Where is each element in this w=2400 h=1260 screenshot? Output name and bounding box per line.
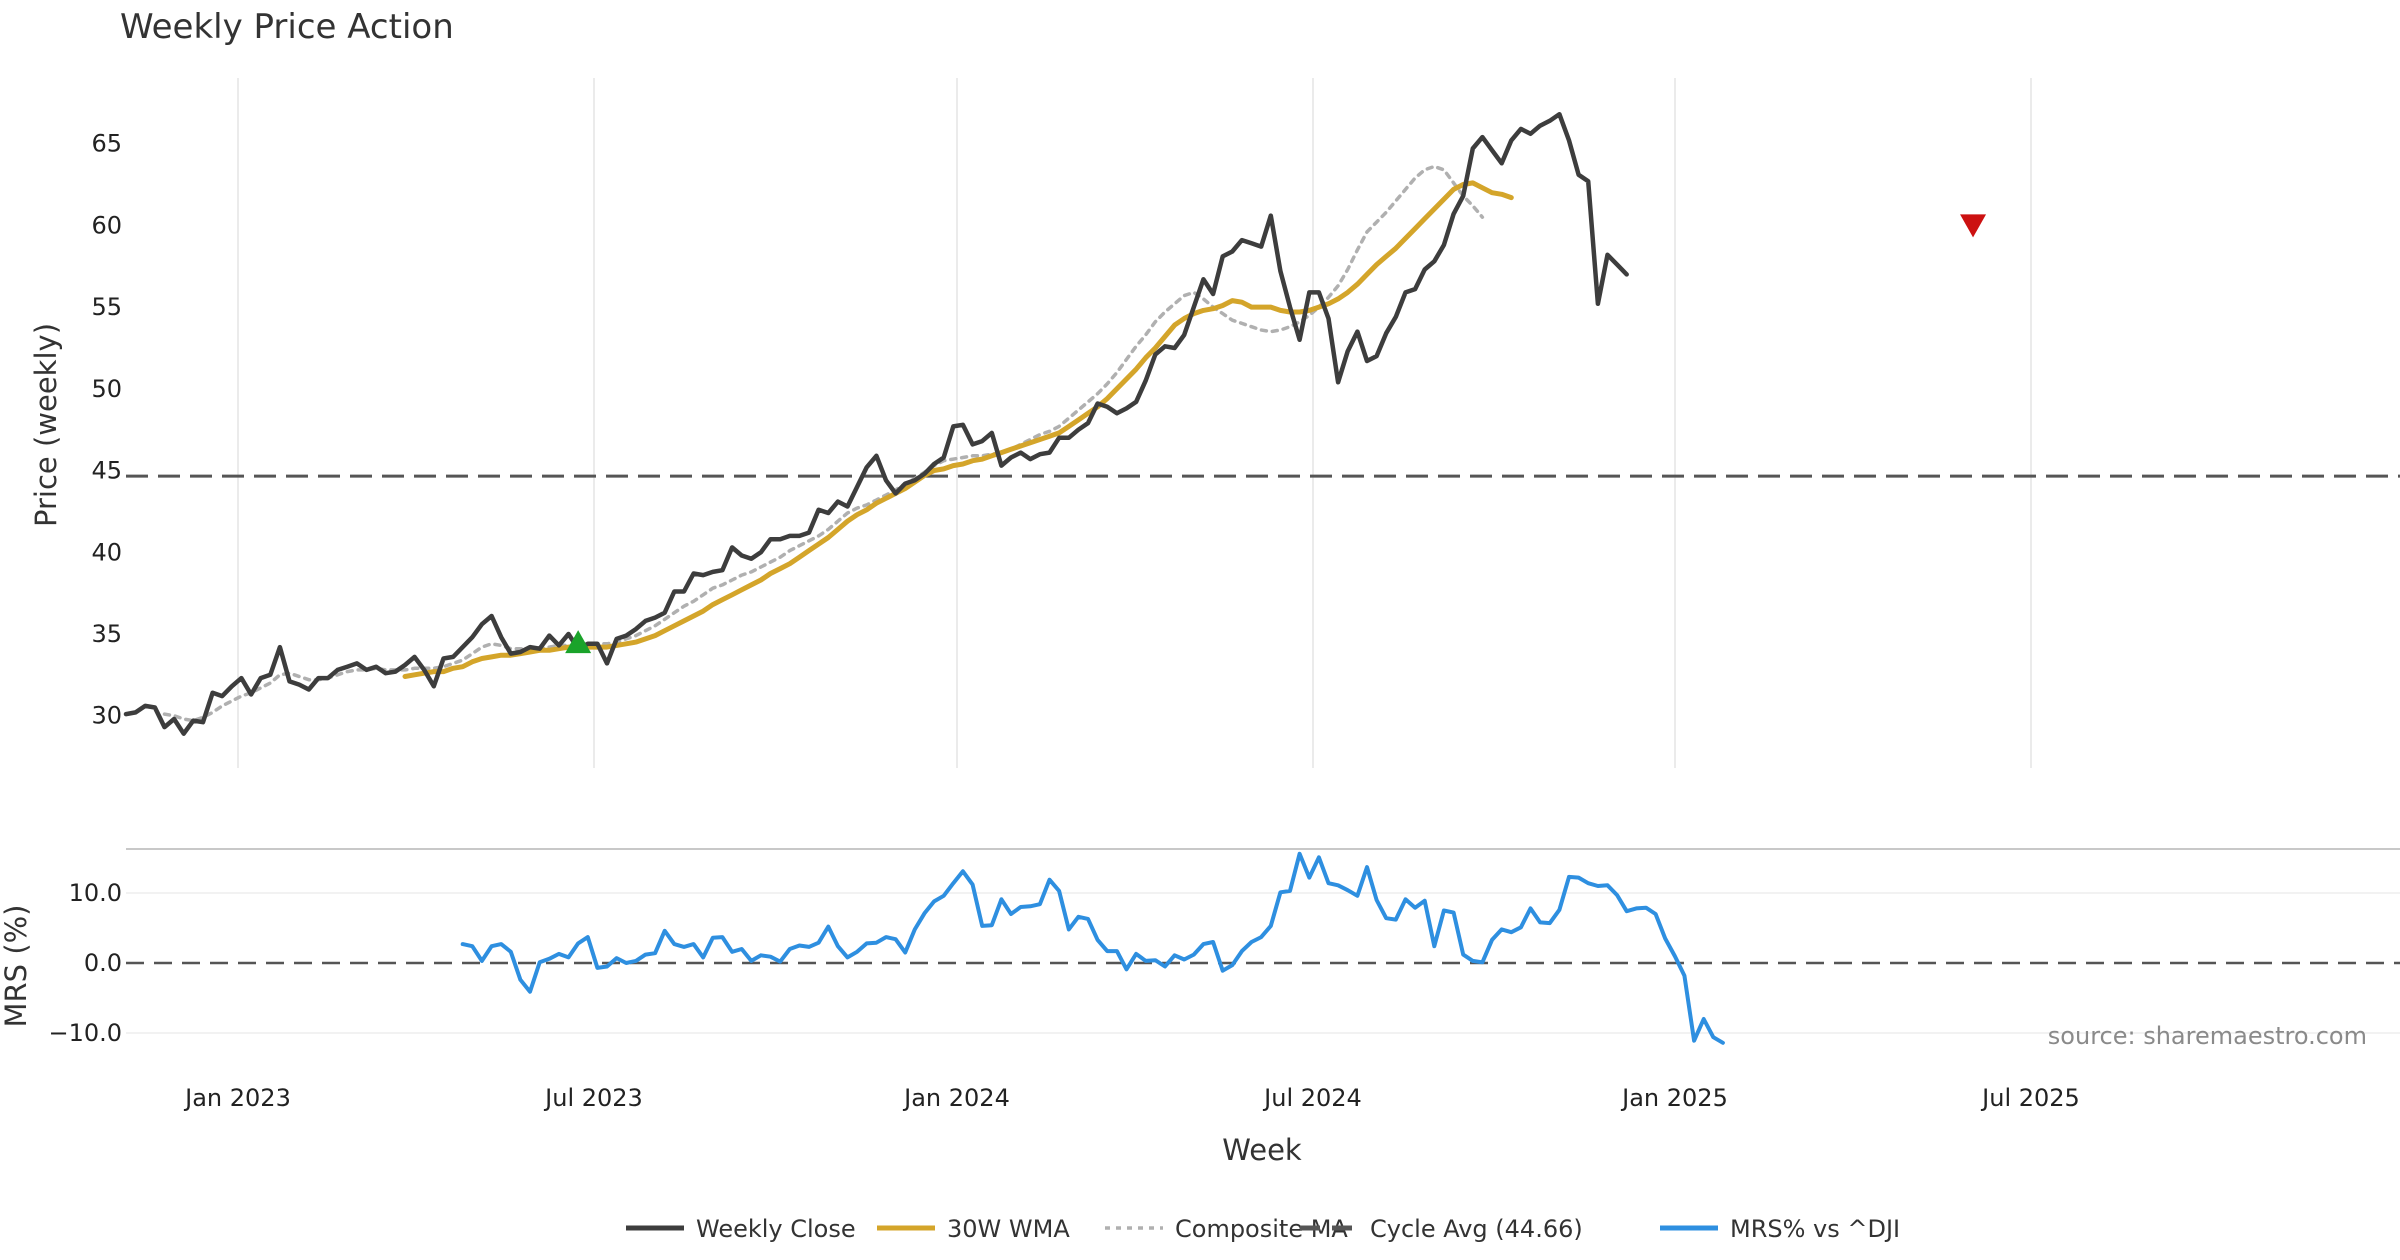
legend-label: Cycle Avg (44.66) [1370,1215,1583,1243]
x-tick-jul-2023: Jul 2023 [543,1084,643,1112]
series-weekly-close [123,111,1629,736]
mrs-y-tick-0: 10.0 [69,879,122,907]
mrs-y-ticks: 10.0 0.0 −10.0 [48,879,122,1047]
mrs-y-tick-2: −10.0 [48,1019,122,1047]
price-y-tick-40: 40 [91,538,122,566]
price-y-tick-55: 55 [91,293,122,321]
signal-markers [565,214,1987,654]
legend-label: Weekly Close [696,1215,856,1243]
chart-title: Weekly Price Action [120,7,454,47]
price-y-tick-50: 50 [91,375,122,403]
legend-item-mrs-vs-dji: MRS% vs ^DJI [1660,1215,1900,1243]
x-axis-label: Week [1222,1133,1302,1167]
mrs-y-tick-1: 0.0 [84,949,122,977]
series-mrs-vs-dji [460,851,1725,1045]
x-tick-jul-2025: Jul 2025 [1980,1084,2080,1112]
price-y-axis-label: Price (weekly) [29,323,63,527]
legend-item-weekly-close: Weekly Close [626,1215,856,1243]
x-ticks: Jan 2023 Jul 2023 Jan 2024 Jul 2024 Jan 2025… [183,1084,2080,1112]
legend-item-cycle-avg-44-66: Cycle Avg (44.66) [1300,1215,1583,1243]
mrs-y-axis-label: MRS (%) [0,905,33,1028]
price-y-ticks: 30 35 40 45 50 55 60 65 [91,130,122,730]
price-y-tick-30: 30 [91,702,122,730]
sell-signal-marker [1960,214,1987,238]
price-y-tick-35: 35 [91,620,122,648]
price-y-tick-65: 65 [91,130,122,158]
series-30w-wma [402,180,1514,679]
price-y-tick-45: 45 [91,457,122,485]
legend-label: Composite MA [1175,1215,1348,1243]
legend-label: 30W WMA [947,1215,1070,1243]
x-tick-jul-2024: Jul 2024 [1262,1084,1362,1112]
series-lines [123,111,1725,1045]
cycle-avg-line [126,474,2400,965]
vertical-gridlines [126,78,2400,1034]
legend-label: MRS% vs ^DJI [1730,1215,1900,1243]
price-y-tick-60: 60 [91,211,122,239]
source-note: source: sharemaestro.com [2048,1022,2367,1050]
buy-signal-marker [565,630,592,654]
legend: Weekly Close 30W WMA Composite MA Cycle Avg… [626,1215,1900,1243]
x-tick-jan-2024: Jan 2024 [902,1084,1010,1112]
x-tick-jan-2023: Jan 2023 [183,1084,291,1112]
x-tick-jan-2025: Jan 2025 [1620,1084,1728,1112]
series-composite-ma [162,164,1485,723]
legend-item-30w-wma: 30W WMA [877,1215,1070,1243]
